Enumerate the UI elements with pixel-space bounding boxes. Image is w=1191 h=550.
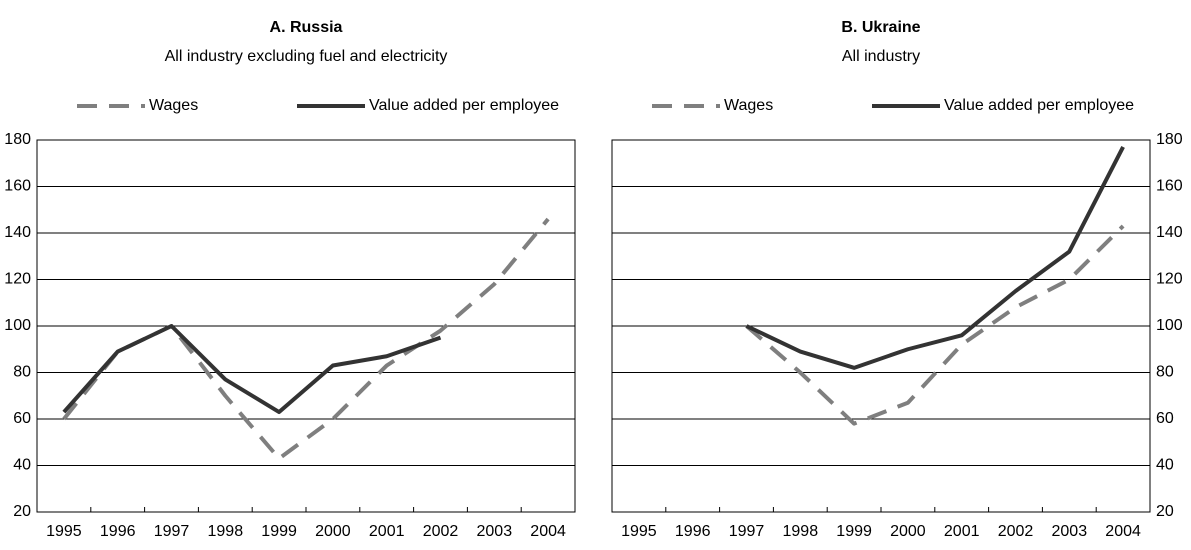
- x-tick-label: 1995: [621, 523, 657, 540]
- y-tick-label: 100: [4, 317, 31, 334]
- line-series: [745, 224, 1125, 426]
- y-tick-label: 140: [1156, 224, 1183, 241]
- x-tick-label: 1998: [208, 523, 244, 540]
- y-tick-label: 20: [13, 503, 31, 520]
- y-tick-label: 80: [1156, 364, 1174, 381]
- x-tick-label: 1997: [729, 523, 765, 540]
- x-tick-label: 1999: [261, 523, 297, 540]
- x-tick-label: 2004: [1105, 523, 1141, 540]
- legend-label: Value added per employee: [369, 97, 559, 114]
- y-tick-label: 60: [1156, 410, 1174, 427]
- x-tick-label: 2003: [477, 523, 513, 540]
- x-tick-label: 2000: [890, 523, 926, 540]
- y-tick-label: 120: [1156, 271, 1183, 288]
- y-tick-label: 80: [13, 364, 31, 381]
- y-tick-label: 40: [13, 457, 31, 474]
- line-series: [62, 217, 550, 461]
- y-tick-label: 160: [4, 178, 31, 195]
- legend-label: Value added per employee: [944, 97, 1134, 114]
- x-tick-label: 2001: [369, 523, 405, 540]
- x-tick-label: 2004: [530, 523, 566, 540]
- y-tick-label: 180: [1156, 131, 1183, 148]
- y-tick-label: 100: [1156, 317, 1183, 334]
- legend-label: Wages: [149, 97, 198, 114]
- y-tick-label: 140: [4, 224, 31, 241]
- x-tick-label: 2002: [998, 523, 1034, 540]
- y-tick-label: 20: [1156, 503, 1174, 520]
- y-tick-label: 120: [4, 271, 31, 288]
- x-tick-label: 1998: [783, 523, 819, 540]
- x-tick-label: 2003: [1052, 523, 1088, 540]
- y-tick-label: 180: [4, 131, 31, 148]
- chart-subtitle: All industry: [842, 48, 920, 65]
- y-tick-label: 160: [1156, 178, 1183, 195]
- chart-title: B. Ukraine: [841, 19, 920, 36]
- x-tick-label: 1997: [154, 523, 190, 540]
- line-series: [745, 146, 1125, 370]
- chart-title: A. Russia: [270, 19, 343, 36]
- y-tick-label: 40: [1156, 457, 1174, 474]
- y-tick-label: 60: [13, 410, 31, 427]
- x-tick-label: 1995: [46, 523, 82, 540]
- x-tick-label: 1996: [675, 523, 711, 540]
- x-tick-label: 2001: [944, 523, 980, 540]
- legend-label: Wages: [724, 97, 773, 114]
- x-tick-label: 1996: [100, 523, 136, 540]
- chart-subtitle: All industry excluding fuel and electric…: [165, 48, 448, 65]
- x-tick-label: 1999: [836, 523, 872, 540]
- line-series: [62, 324, 442, 415]
- x-tick-label: 2002: [423, 523, 459, 540]
- x-tick-label: 2000: [315, 523, 351, 540]
